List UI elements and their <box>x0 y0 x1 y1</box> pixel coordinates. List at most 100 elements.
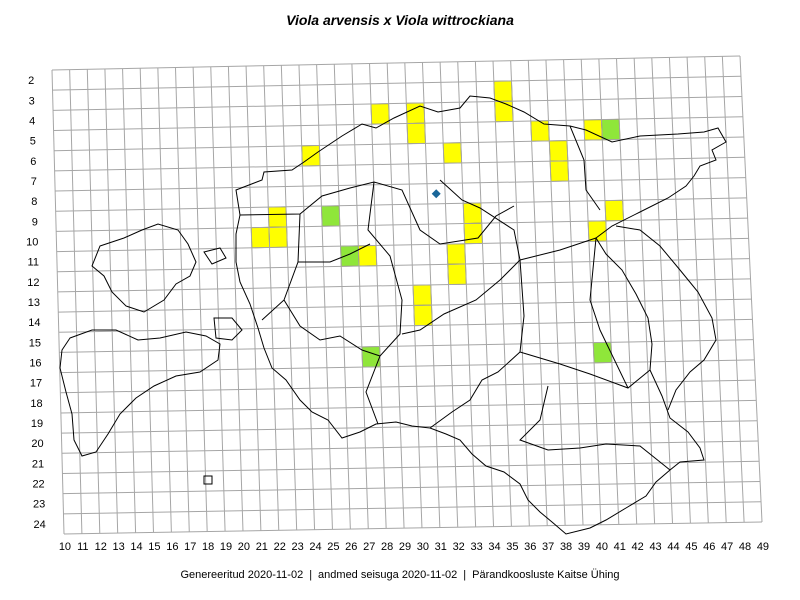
y-axis-label: 20 <box>31 438 43 450</box>
occurrence-cell-yellow <box>412 284 432 306</box>
grid-line-horizontal <box>57 258 750 273</box>
grid-line-vertical <box>739 55 763 523</box>
grid-line-horizontal <box>62 460 760 474</box>
hiiumaa-outline <box>91 223 197 313</box>
y-axis-label: 14 <box>28 317 40 329</box>
x-axis-label: 14 <box>130 541 142 553</box>
x-axis-labels: 10 11 12 13 14 15 16 17 18 19 20 21 22 23 24 25 26 27 28 29… <box>59 541 769 553</box>
country-outline <box>59 95 727 535</box>
grid-line-horizontal <box>54 156 745 172</box>
grid-line-vertical <box>104 68 119 534</box>
x-axis-label: 18 <box>202 541 214 553</box>
grid-line-vertical <box>69 69 83 534</box>
grid-line-horizontal <box>59 339 754 353</box>
occurrence-cell-yellow <box>462 202 483 224</box>
grid-line-vertical <box>86 69 101 534</box>
diamond-marker <box>431 189 441 199</box>
y-axis-label: 18 <box>30 398 42 410</box>
occurrence-cell-green <box>361 346 381 368</box>
grid-line-horizontal <box>61 420 758 434</box>
grid-line-vertical <box>210 66 226 532</box>
grid-line-horizontal <box>59 359 755 374</box>
grid-line-vertical <box>139 68 154 533</box>
occurrence-cell-yellow <box>301 145 321 167</box>
x-axis-label: 49 <box>757 541 769 553</box>
grid-line-horizontal <box>61 440 759 454</box>
grid-line-horizontal <box>60 379 756 394</box>
county-boundary <box>519 385 671 471</box>
grid-line-horizontal <box>60 399 757 414</box>
grid-line-horizontal <box>57 278 751 293</box>
county-boundary <box>298 243 371 263</box>
y-axis-label: 6 <box>30 156 36 168</box>
county-boundary <box>429 259 525 429</box>
grid-line-horizontal <box>51 55 741 71</box>
county-boundary <box>283 299 381 357</box>
grid-line-vertical <box>633 58 656 524</box>
grid-line-vertical <box>721 56 745 523</box>
x-axis-label: 19 <box>220 541 232 553</box>
occurrence-cell-yellow <box>447 263 467 285</box>
grid-line-horizontal <box>62 480 761 495</box>
y-axis-label: 13 <box>28 297 40 309</box>
x-axis-label: 45 <box>685 541 697 553</box>
occurrence-cell-yellow <box>250 226 271 249</box>
occurrence-cell-green <box>592 341 613 364</box>
county-boundary <box>401 179 521 335</box>
occurrence-cell-yellow <box>267 206 288 228</box>
x-axis-label: 35 <box>506 541 518 553</box>
grid-line-vertical <box>386 63 405 529</box>
county-boundary <box>519 237 597 261</box>
x-axis-label: 24 <box>309 541 321 553</box>
grid-line-vertical <box>686 57 709 523</box>
x-axis-label: 32 <box>453 541 465 553</box>
occurrence-cell-yellow <box>463 222 483 245</box>
occurrence-cell-green <box>321 205 341 227</box>
x-axis-label: 33 <box>470 541 482 553</box>
grid-line-vertical <box>263 65 280 531</box>
grid-line-vertical <box>316 64 333 530</box>
x-axis-label: 34 <box>488 541 500 553</box>
x-axis-label: 21 <box>256 541 268 553</box>
footer: Genereeritud 2020-11-02 | andmed seisuga 2… <box>0 569 800 581</box>
grid-line-vertical <box>668 57 691 524</box>
grid-line-horizontal <box>55 197 747 212</box>
y-axis-label: 2 <box>28 75 34 87</box>
grid-line-horizontal <box>56 237 749 253</box>
y-axis-label: 19 <box>31 418 43 430</box>
grid-line-vertical <box>421 62 441 528</box>
grid-lines <box>51 55 763 535</box>
mainland-outline <box>235 95 727 535</box>
grid-line-vertical <box>439 62 459 528</box>
x-axis-label: 11 <box>77 541 88 553</box>
x-axis-label: 43 <box>649 541 661 553</box>
y-axis-label: 15 <box>29 337 41 349</box>
y-axis-label: 5 <box>30 136 36 148</box>
x-axis-label: 25 <box>327 541 339 553</box>
muhu-outline <box>213 317 243 341</box>
grid-line-vertical <box>122 68 137 533</box>
y-axis-label: 3 <box>29 95 35 107</box>
x-axis-label: 39 <box>578 541 590 553</box>
grid-line-vertical <box>545 59 566 526</box>
occurrence-cell-yellow <box>268 226 288 248</box>
x-axis-label: 38 <box>560 541 572 553</box>
occurrence-cell-yellow <box>405 102 426 124</box>
grid-line-horizontal <box>54 136 744 152</box>
occurrence-cell-yellow <box>548 140 569 162</box>
occurrence-cell-yellow <box>493 80 513 102</box>
footer-separator: | <box>463 569 467 581</box>
grid-line-vertical <box>457 61 477 527</box>
ruhnu-outline <box>203 475 213 485</box>
county-boundary <box>239 181 515 245</box>
x-axis-label: 26 <box>345 541 357 553</box>
grid-line-vertical <box>704 56 727 523</box>
y-axis-label: 16 <box>29 358 41 370</box>
x-axis-label: 23 <box>291 541 303 553</box>
county-boundary <box>519 351 651 389</box>
occurrence-cell-yellow <box>604 199 624 222</box>
footer-separator: | <box>309 569 313 581</box>
y-axis-label: 7 <box>31 176 37 188</box>
